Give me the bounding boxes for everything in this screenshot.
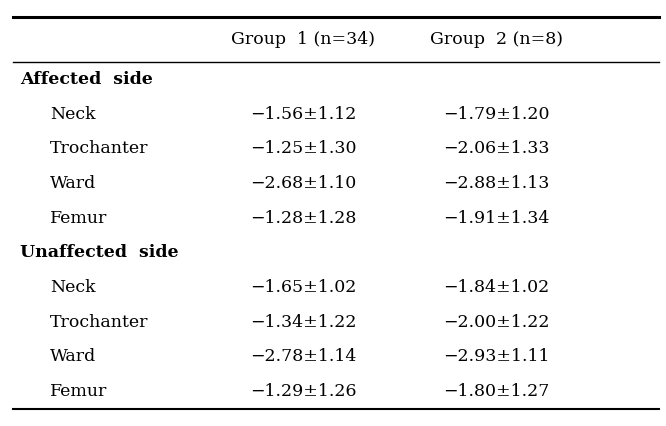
Text: −2.06±1.33: −2.06±1.33	[443, 140, 549, 157]
Text: Group  2 (n=8): Group 2 (n=8)	[430, 31, 563, 48]
Text: Femur: Femur	[50, 210, 107, 227]
Text: −1.56±1.12: −1.56±1.12	[250, 106, 356, 123]
Text: −1.34±1.22: −1.34±1.22	[250, 314, 356, 331]
Text: −1.29±1.26: −1.29±1.26	[250, 383, 356, 400]
Text: Neck: Neck	[50, 279, 96, 296]
Text: Trochanter: Trochanter	[50, 314, 149, 331]
Text: −1.91±1.34: −1.91±1.34	[443, 210, 549, 227]
Text: Ward: Ward	[50, 348, 96, 366]
Text: Ward: Ward	[50, 175, 96, 192]
Text: −1.80±1.27: −1.80±1.27	[443, 383, 549, 400]
Text: −2.00±1.22: −2.00±1.22	[443, 314, 549, 331]
Text: Neck: Neck	[50, 106, 96, 123]
Text: Affected  side: Affected side	[20, 71, 153, 88]
Text: −1.25±1.30: −1.25±1.30	[250, 140, 356, 157]
Text: Trochanter: Trochanter	[50, 140, 149, 157]
Text: −1.79±1.20: −1.79±1.20	[443, 106, 549, 123]
Text: Femur: Femur	[50, 383, 107, 400]
Text: −2.93±1.11: −2.93±1.11	[443, 348, 549, 366]
Text: −2.88±1.13: −2.88±1.13	[443, 175, 549, 192]
Text: −1.65±1.02: −1.65±1.02	[250, 279, 356, 296]
Text: Unaffected  side: Unaffected side	[20, 245, 178, 262]
Text: −1.28±1.28: −1.28±1.28	[250, 210, 356, 227]
Text: −2.68±1.10: −2.68±1.10	[250, 175, 356, 192]
Text: −1.84±1.02: −1.84±1.02	[443, 279, 549, 296]
Text: −2.78±1.14: −2.78±1.14	[250, 348, 356, 366]
Text: Group  1 (n=34): Group 1 (n=34)	[231, 31, 375, 48]
